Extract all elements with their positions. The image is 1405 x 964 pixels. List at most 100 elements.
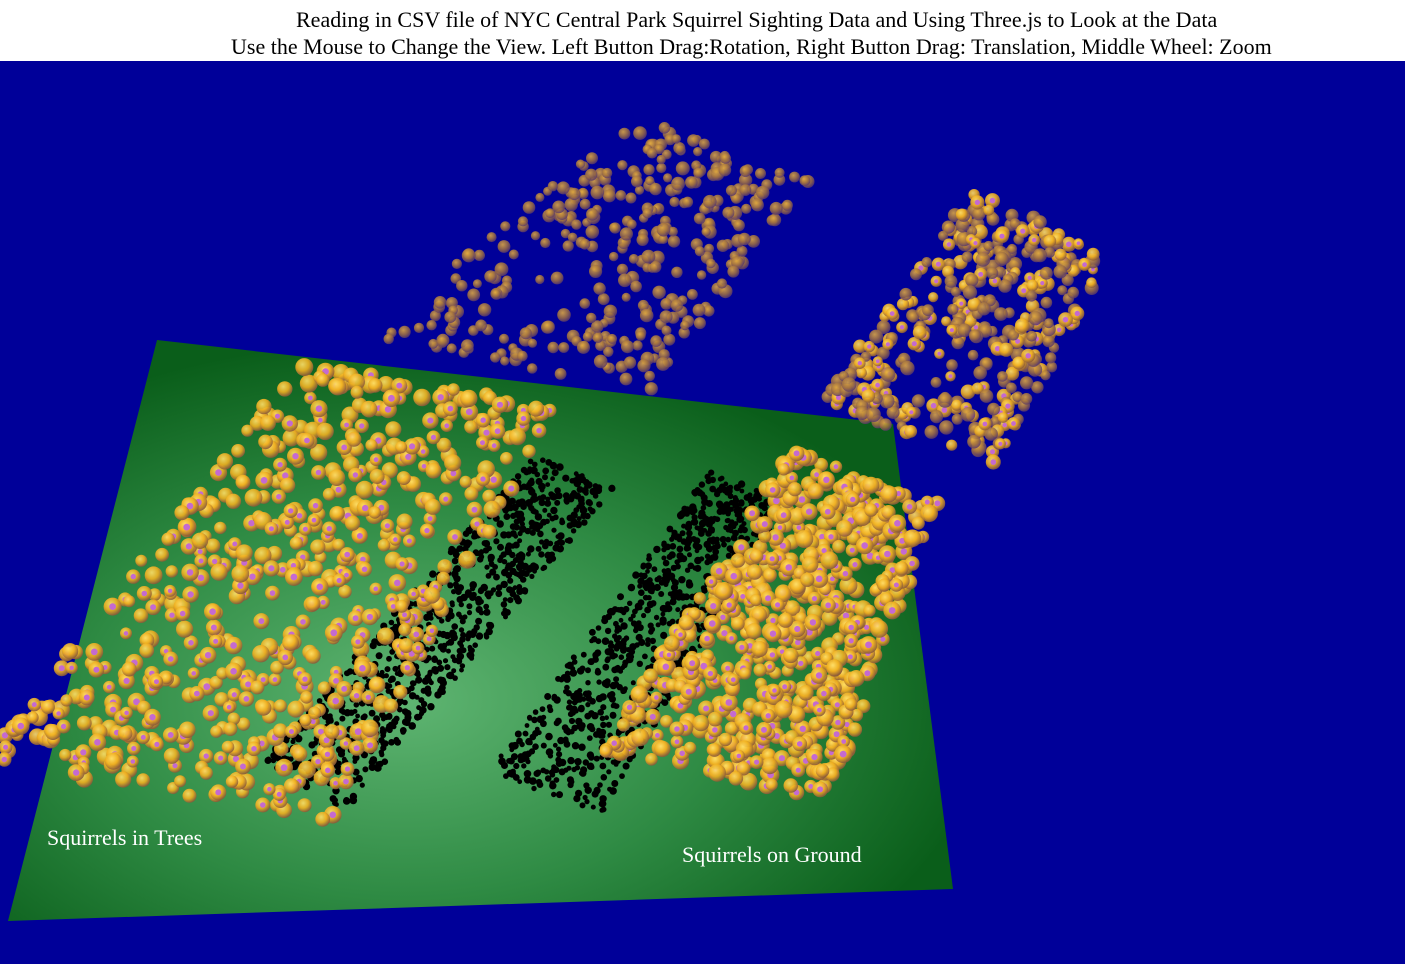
squirrel-sphere xyxy=(644,370,655,382)
squirrel-sphere xyxy=(273,699,287,713)
shadow-point xyxy=(709,485,717,493)
shadow-point xyxy=(658,591,665,597)
squirrel-sphere xyxy=(662,648,676,662)
squirrel-sphere xyxy=(0,752,12,767)
squirrel-sphere xyxy=(871,378,884,392)
shadow-point xyxy=(622,762,630,770)
shadow-point xyxy=(388,739,395,746)
shadow-point xyxy=(339,715,346,722)
squirrel-sphere xyxy=(353,659,372,678)
squirrel-sphere xyxy=(788,445,805,462)
squirrel-sphere xyxy=(423,587,441,604)
shadow-point xyxy=(638,638,646,647)
shadow-point xyxy=(732,497,740,504)
shadow-point xyxy=(716,508,724,515)
shadow-point xyxy=(520,576,527,583)
squirrel-sphere xyxy=(792,736,808,752)
shadow-point xyxy=(713,516,720,522)
squirrel-sphere xyxy=(282,429,300,447)
squirrel-sphere xyxy=(223,722,238,736)
squirrel-sphere xyxy=(684,655,701,672)
squirrel-sphere xyxy=(320,747,335,762)
shadow-point xyxy=(578,722,586,729)
shadow-point xyxy=(458,614,464,620)
squirrel-sphere xyxy=(945,371,956,382)
shadow-point xyxy=(522,730,529,737)
squirrel-sphere xyxy=(530,231,541,241)
squirrel-sphere xyxy=(396,513,413,530)
shadow-point xyxy=(500,601,508,608)
squirrel-sphere xyxy=(464,420,478,434)
threejs-viewport[interactable]: Squirrels in Trees Squirrels on Ground xyxy=(0,61,1405,964)
squirrel-sphere xyxy=(843,620,859,635)
squirrel-sphere xyxy=(706,258,716,269)
squirrel-sphere xyxy=(460,389,478,408)
squirrel-sphere xyxy=(763,568,777,582)
squirrel-sphere xyxy=(395,557,409,571)
squirrel-sphere xyxy=(592,332,604,343)
shadow-point xyxy=(739,488,745,494)
shadow-point xyxy=(596,501,603,508)
shadow-point xyxy=(645,569,650,574)
scene-canvas[interactable]: Squirrels in Trees Squirrels on Ground xyxy=(0,61,1405,964)
shadow-point xyxy=(551,469,559,477)
squirrel-sphere xyxy=(579,198,591,210)
squirrel-sphere xyxy=(776,507,792,523)
squirrel-sphere xyxy=(848,557,862,572)
squirrel-sphere xyxy=(978,417,992,431)
squirrel-sphere xyxy=(388,574,407,592)
squirrel-sphere xyxy=(739,165,752,177)
squirrel-sphere xyxy=(271,489,286,504)
squirrel-sphere xyxy=(603,304,618,318)
shadow-point xyxy=(666,525,674,533)
shadow-point xyxy=(505,572,513,579)
squirrel-sphere xyxy=(126,755,139,768)
squirrel-sphere xyxy=(1021,348,1036,363)
shadow-point xyxy=(515,563,522,570)
squirrel-sphere xyxy=(968,329,982,342)
shadow-point xyxy=(439,618,445,624)
squirrel-sphere xyxy=(1036,277,1048,289)
squirrel-sphere xyxy=(854,357,866,370)
shadow-point xyxy=(529,477,535,483)
squirrel-sphere xyxy=(437,559,453,575)
shadow-point xyxy=(627,600,633,606)
squirrel-sphere xyxy=(704,243,715,254)
squirrel-sphere xyxy=(477,303,492,317)
squirrel-sphere xyxy=(339,737,353,750)
shadow-point xyxy=(586,751,595,759)
squirrel-sphere xyxy=(395,441,408,454)
shadow-point xyxy=(600,721,607,729)
squirrel-sphere xyxy=(299,374,318,393)
label-squirrels-in-trees: Squirrels in Trees xyxy=(47,825,202,850)
squirrel-sphere xyxy=(564,197,578,212)
squirrel-sphere xyxy=(724,721,739,736)
shadow-point xyxy=(378,737,385,744)
squirrel-sphere xyxy=(999,342,1014,357)
shadow-point xyxy=(585,667,591,674)
squirrel-sphere xyxy=(213,751,228,765)
shadow-point xyxy=(533,496,539,502)
squirrel-sphere xyxy=(787,482,803,497)
shadow-point xyxy=(546,704,553,710)
squirrel-sphere xyxy=(930,275,942,287)
mouse-instructions: Use the Mouse to Change the View. Left B… xyxy=(231,34,1272,59)
squirrel-sphere xyxy=(398,623,412,637)
squirrel-sphere xyxy=(400,660,415,675)
shadow-point xyxy=(526,714,533,721)
shadow-point xyxy=(475,599,481,605)
squirrel-sphere xyxy=(369,453,383,467)
squirrel-sphere xyxy=(707,743,722,757)
shadow-point xyxy=(551,527,557,533)
shadow-point xyxy=(334,768,342,775)
squirrel-sphere xyxy=(693,317,706,330)
shadow-point xyxy=(525,551,531,557)
shadow-point xyxy=(355,774,363,783)
squirrel-sphere xyxy=(735,640,749,655)
squirrel-sphere xyxy=(557,308,571,322)
shadow-point xyxy=(415,676,423,684)
squirrel-sphere xyxy=(225,493,242,509)
shadow-point xyxy=(589,638,594,644)
shadow-point xyxy=(648,585,654,591)
squirrel-sphere xyxy=(191,532,209,549)
